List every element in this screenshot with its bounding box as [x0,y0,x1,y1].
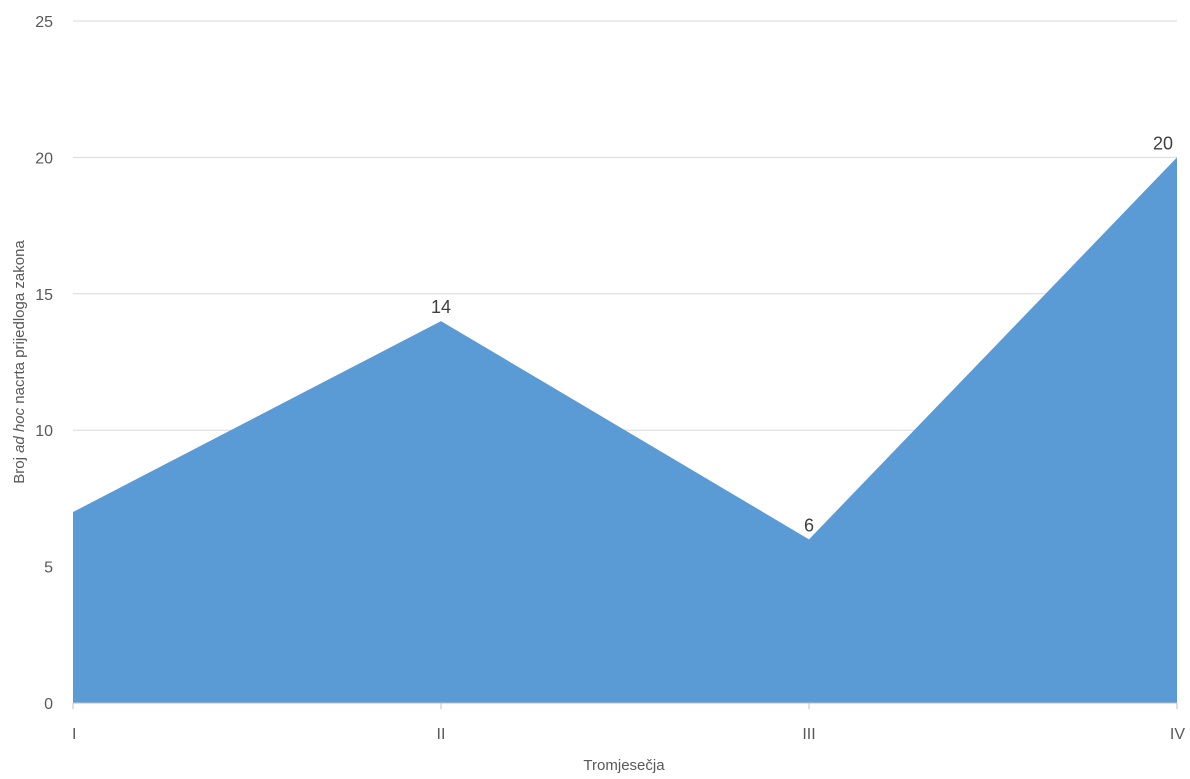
x-tick-label: I [72,726,76,743]
y-axis-title-italic: ad hoc [11,407,28,453]
x-axis-title: Tromjesečja [583,757,665,774]
y-tick-label: 15 [35,287,53,304]
y-tick-label: 10 [35,423,53,440]
data-labels: 14 6 20 [431,133,1173,535]
plot-area [73,157,1177,703]
area-series-0 [73,157,1177,703]
x-tick-label: II [437,726,446,743]
y-tick-label: 5 [44,560,53,577]
y-axis-title-prefix: Broj [11,453,28,484]
data-label-IV: 20 [1153,133,1173,153]
y-tick-label: 20 [35,150,53,167]
x-tick-label: IV [1170,726,1185,743]
y-tick-label: 0 [44,696,53,713]
y-axis-title: Broj ad hoc nacrta prijedloga zakona [11,240,28,484]
y-axis-title-suffix: nacrta prijedloga zakona [11,240,28,408]
x-tick-label: III [802,726,815,743]
data-label-III: 6 [804,515,814,535]
data-label-II: 14 [431,297,451,317]
y-tick-label: 25 [35,14,53,31]
